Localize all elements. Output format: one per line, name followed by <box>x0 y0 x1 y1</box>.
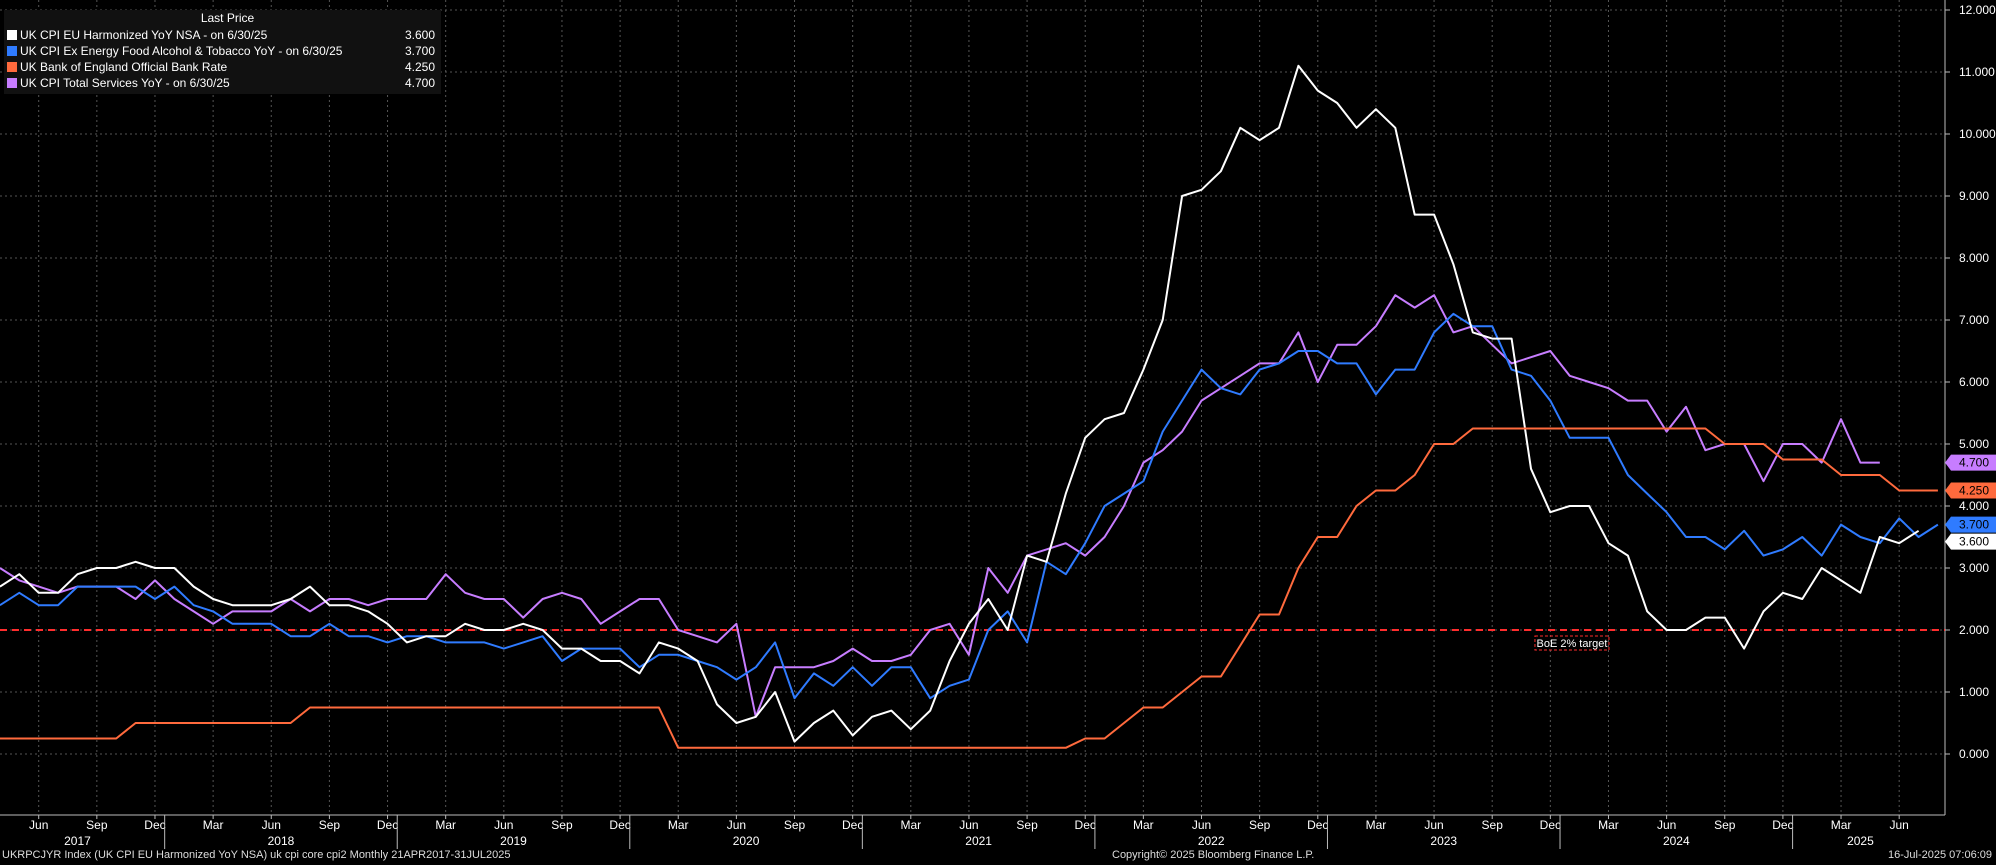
x-year-label: 2017 <box>64 834 91 848</box>
footer-timestamp: 16-Jul-2025 07:06:09 <box>1888 849 1992 861</box>
x-tick-label: Sep <box>319 818 341 832</box>
last-value-labels: 4.700 4.250 3.700 3.600 <box>1945 454 1996 550</box>
legend-swatch <box>7 62 17 72</box>
legend-swatch <box>7 78 17 88</box>
x-tick-label: Sep <box>86 818 108 832</box>
x-year-label: 2025 <box>1847 834 1874 848</box>
x-tick-label: Jun <box>262 818 281 832</box>
x-year-label: 2024 <box>1663 834 1690 848</box>
x-year-label: 2023 <box>1430 834 1457 848</box>
x-tick-label: Jun <box>727 818 746 832</box>
y-tick-label: 3.000 <box>1959 561 1989 575</box>
x-tick-label: Sep <box>1482 818 1504 832</box>
x-tick-label: Dec <box>1075 818 1096 832</box>
x-tick-label: Mar <box>1831 818 1852 832</box>
x-tick-label: Mar <box>1366 818 1387 832</box>
legend-swatch <box>7 30 17 40</box>
series-line <box>0 64 1920 743</box>
y-tick-label: 10.000 <box>1959 127 1996 141</box>
y-axis: 0.000 1.000 2.000 3.000 4.000 5.000 6.000 7.000… <box>1944 0 1996 815</box>
x-tick-label: Jun <box>959 818 978 832</box>
x-year-label: 2022 <box>1198 834 1225 848</box>
x-tick-label: Dec <box>377 818 398 832</box>
y-tick-label: 8.000 <box>1959 251 1989 265</box>
legend: Last Price UK CPI EU Harmonized YoY NSA … <box>4 10 441 94</box>
last-value-label: 3.700 <box>1959 518 1989 532</box>
x-tick-label: Sep <box>1016 818 1038 832</box>
x-year-label: 2019 <box>500 834 527 848</box>
x-tick-label: Jun <box>494 818 513 832</box>
x-tick-label: Jun <box>1424 818 1443 832</box>
footer-source: UKRPCJYR Index (UK CPI EU Harmonized YoY… <box>2 849 511 861</box>
legend-label: UK Bank of England Official Bank Rate <box>20 60 228 74</box>
series-line <box>0 427 1938 749</box>
legend-label: UK CPI EU Harmonized YoY NSA - on 6/30/2… <box>20 28 268 42</box>
x-tick-label: Jun <box>1890 818 1909 832</box>
legend-label: UK CPI Total Services YoY - on 6/30/25 <box>20 76 230 90</box>
y-tick-label: 0.000 <box>1959 747 1989 761</box>
legend-label: UK CPI Ex Energy Food Alcohol & Tobacco … <box>20 44 343 58</box>
x-tick-label: Jun <box>1657 818 1676 832</box>
x-tick-label: Jun <box>29 818 48 832</box>
x-tick-label: Mar <box>1133 818 1154 832</box>
x-tick-label: Dec <box>1540 818 1561 832</box>
x-year-label: 2021 <box>965 834 992 848</box>
y-tick-label: 5.000 <box>1959 437 1989 451</box>
series-line <box>0 312 1939 700</box>
x-tick-label: Dec <box>1772 818 1793 832</box>
last-value-badge <box>1945 533 1996 550</box>
series-line <box>0 294 1880 718</box>
legend-value: 3.700 <box>404 44 435 58</box>
target-label: BoE 2% target <box>1536 638 1607 650</box>
last-value-label: 4.700 <box>1959 456 1989 470</box>
last-value-badge <box>1945 482 1996 499</box>
legend-header: Last Price <box>200 11 255 25</box>
legend-item: UK CPI Ex Energy Food Alcohol & Tobacco … <box>4 43 441 59</box>
legend-item: UK CPI EU Harmonized YoY NSA - on 6/30/2… <box>4 27 441 43</box>
x-year-label: 2020 <box>733 834 760 848</box>
x-tick-label: Dec <box>842 818 863 832</box>
x-tick-label: Mar <box>900 818 921 832</box>
x-tick-label: Dec <box>1307 818 1328 832</box>
gridlines <box>0 0 1945 815</box>
y-tick-label: 1.000 <box>1959 685 1989 699</box>
y-tick-label: 9.000 <box>1959 189 1989 203</box>
last-value-label: 4.250 <box>1959 484 1989 498</box>
x-tick-label: Sep <box>1249 818 1271 832</box>
legend-item: UK CPI Total Services YoY - on 6/30/25 4… <box>4 75 441 91</box>
legend-value: 3.600 <box>404 28 435 42</box>
x-tick-label: Dec <box>609 818 630 832</box>
y-tick-label: 4.000 <box>1959 499 1989 513</box>
x-tick-label: Jun <box>1192 818 1211 832</box>
x-year-label: 2018 <box>268 834 295 848</box>
last-value-badge <box>1945 454 1996 471</box>
legend-item: UK Bank of England Official Bank Rate 4.… <box>4 59 441 75</box>
target-line-group: BoE 2% target <box>0 629 1945 651</box>
x-axis: Jun Sep Dec Mar Jun Sep Dec Mar Jun Sep Dec Mar Jun S… <box>0 814 1945 849</box>
x-tick-label: Mar <box>1598 818 1619 832</box>
x-tick-label: Mar <box>435 818 456 832</box>
footer-copyright: Copyright© 2025 Bloomberg Finance L.P. <box>1112 849 1315 861</box>
legend-swatch <box>7 46 17 56</box>
target-label-box <box>1534 635 1610 651</box>
x-tick-label: Dec <box>144 818 165 832</box>
x-tick-label: Sep <box>1714 818 1736 832</box>
y-tick-label: 11.000 <box>1959 65 1995 79</box>
x-tick-label: Sep <box>551 818 573 832</box>
last-value-badge <box>1945 516 1996 533</box>
y-tick-label: 7.000 <box>1959 313 1989 327</box>
legend-value: 4.700 <box>404 76 435 90</box>
y-tick-label: 2.000 <box>1959 623 1989 637</box>
x-tick-label: Sep <box>784 818 806 832</box>
legend-value: 4.250 <box>404 60 435 74</box>
y-tick-label: 6.000 <box>1959 375 1989 389</box>
series-lines <box>0 64 1939 749</box>
y-tick-label: 12.000 <box>1959 3 1996 17</box>
x-tick-label: Mar <box>203 818 224 832</box>
last-value-label: 3.600 <box>1959 535 1989 549</box>
x-tick-label: Mar <box>668 818 689 832</box>
